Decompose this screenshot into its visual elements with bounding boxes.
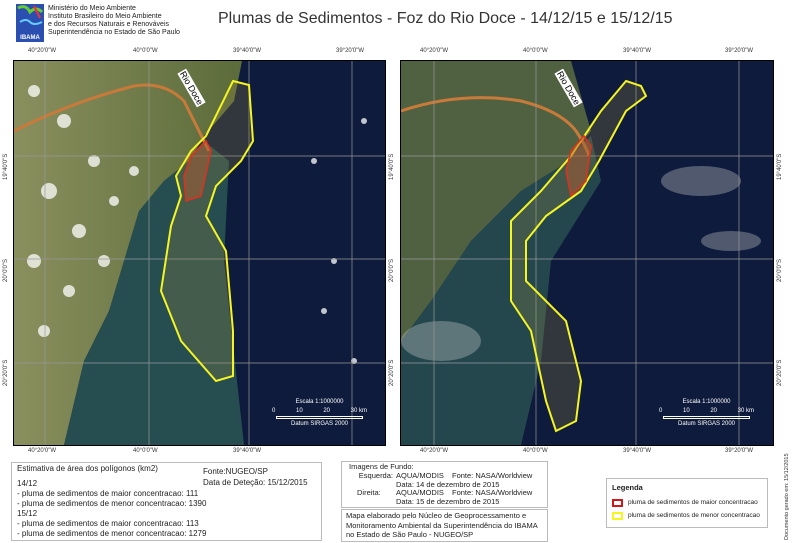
detection-date: Data de Deteção: 15/12/2015 [203,478,308,487]
legend-item-low: pluma de sedimentos de menor concentraca… [612,511,762,521]
low-concentration-plume[interactable] [510,79,648,433]
area-line: - pluma de sedimentos de maior concentra… [17,489,199,498]
lon-tick: 40°20'0"W [28,448,57,454]
right-label: Direita: [357,488,381,498]
scale-tick: 10 [682,408,690,414]
satellite-image-right [400,61,773,445]
lon-tick: 39°40'0"W [233,448,262,454]
lon-tick: 40°0'0"W [133,448,158,454]
low-concentration-plume[interactable] [159,79,255,383]
lat-tick: 20°0'0"S [3,258,9,282]
generated-date: Documento gerado em: 15/12/2015 [784,453,790,540]
org-line: Superintendência no Estado de São Paulo [48,29,180,36]
credit-text: Mapa elaborado pelo Núcleo de Geoprocess… [346,511,538,539]
lon-tick: 40°20'0"W [420,48,449,54]
yellow-outline-swatch [612,512,623,520]
area-line: 14/12 [17,479,38,488]
coastal-water [64,141,244,445]
lon-tick: 39°20'0"W [336,48,365,54]
lon-tick: 40°0'0"W [523,448,548,454]
lat-tick: 20°20'0"S [777,359,783,386]
map-right-15-12[interactable]: Rio Doce Escala 1:1000000 0 10 20 30 km Dat… [400,60,774,446]
datum-text: Datum SIRGAS 2000 [677,421,736,427]
left-date: Data: 14 de dezembro de 2015 [396,479,500,489]
lon-tick: 40°20'0"W [28,48,57,54]
scale-tick: 10 [295,408,303,414]
lat-tick: 19°40'0"S [777,153,783,180]
legend-label: pluma de sedimentos de menor concentraca… [628,512,760,519]
logo-text: IBAMA [20,35,40,41]
lon-tick: 39°40'0"W [623,48,652,54]
clouds [27,85,367,364]
legend-item-high: pluma de sedimentos de maior concentraca… [612,498,762,508]
lon-tick: 40°0'0"W [523,48,548,54]
land [401,61,591,341]
legend-label: pluma de sedimentos de maior concentraca… [628,499,758,506]
high-concentration-plume[interactable] [183,139,212,203]
right-source: Fonte: NASA/Worldview [452,488,533,498]
legend-title: Legenda [612,483,643,492]
lat-tick: 20°20'0"S [3,359,9,386]
datum-text: Datum SIRGAS 2000 [290,421,349,427]
org-lines: Ministério do Meio Ambiente Instituto Br… [48,5,180,37]
scale-tick: 30 km [350,408,367,414]
lat-tick: 19°40'0"S [3,153,9,180]
area-line: - pluma de sedimentos de menor concentra… [17,529,207,538]
lat-tick: 20°20'0"S [389,359,395,386]
red-outline-swatch [612,499,623,507]
lon-tick: 39°40'0"W [233,48,262,54]
clouds [401,166,761,361]
area-line: 15/12 [17,509,38,518]
scale-tick: 0 [659,408,663,414]
area-title: Estimativa de área dos polígonos (km2) [17,464,158,473]
area-line: - pluma de sedimentos de menor concentra… [17,499,207,508]
scale-tick: 0 [272,408,276,414]
map-left-14-12[interactable]: Rio Doce Escala 1:1000000 0 10 20 30 km Dat… [13,60,386,446]
high-concentration-plume[interactable] [565,134,592,198]
ibama-logo: IBAMA [16,4,44,42]
scale-text: Escala 1:1000000 [682,399,731,405]
lon-tick: 39°20'0"W [725,48,754,54]
lat-tick: 20°0'0"S [777,258,783,282]
area-line: - pluma de sedimentos de maior concentra… [17,519,199,528]
scale-tick: 20 [323,408,330,414]
lon-tick: 39°40'0"W [623,448,652,454]
page-title: Plumas de Sedimentos - Foz do Rio Doce -… [218,10,673,27]
legend: Legenda pluma de sedimentos de maior con… [606,478,768,528]
org-line: e dos Recursos Naturais e Renováveis [48,21,170,28]
org-line: Instituto Brasileiro do Meio Ambiente [48,13,162,20]
lon-tick: 39°20'0"W [725,448,754,454]
lon-tick: 40°20'0"W [420,448,449,454]
right-sensor: AQUA/MODIS [396,488,444,498]
background-images-box: Imagens de Fundo: Esquerda: AQUA/MODIS Fon… [341,461,548,508]
left-source: Fonte: NASA/Worldview [452,470,533,480]
lon-tick: 40°0'0"W [133,48,158,54]
river-line [13,83,211,152]
source-text: Fonte:NUGEO/SP [203,467,268,476]
satellite-image-left [13,61,385,445]
credit-box: Mapa elaborado pelo Núcleo de Geoprocess… [341,509,548,542]
left-label: Esquerda: [358,470,393,480]
scale-bar: Escala 1:1000000 0 10 20 30 km Datum SIRGAS… [272,399,367,427]
left-sensor: AQUA/MODIS [396,470,444,480]
images-title: Imagens de Fundo: [349,462,414,471]
scale-text: Escala 1:1000000 [295,399,344,405]
scale-tick: 20 [710,408,717,414]
lat-tick: 19°40'0"S [389,153,395,180]
right-date: Data: 15 de dezembro de 2015 [396,497,500,507]
area-estimate-box: Estimativa de área dos polígonos (km2) F… [11,462,322,541]
land [14,61,242,445]
org-line: Ministério do Meio Ambiente [48,5,136,12]
scale-bar: Escala 1:1000000 0 10 20 30 km Datum SIRGAS… [659,399,754,427]
lat-tick: 20°0'0"S [389,258,395,282]
scale-tick: 30 km [737,408,754,414]
